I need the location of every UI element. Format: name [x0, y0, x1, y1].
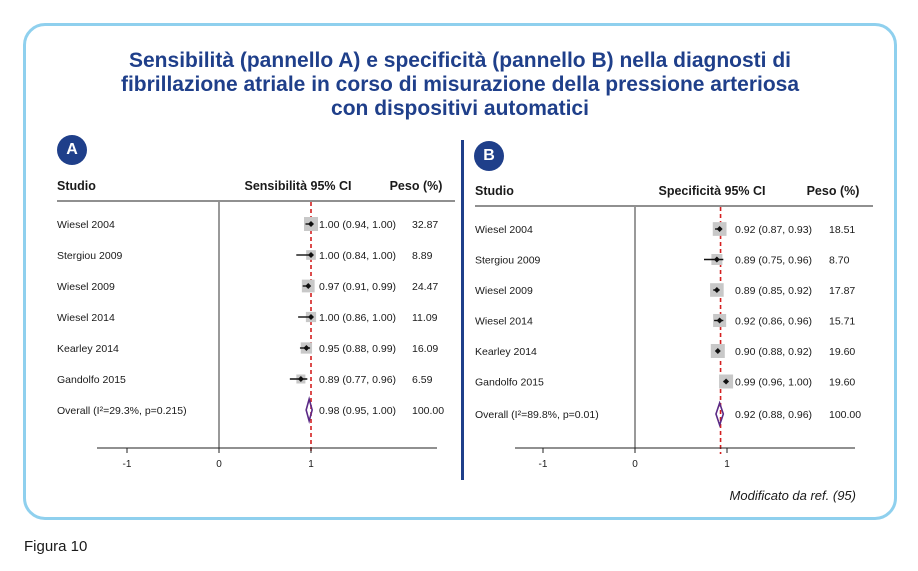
pa-weight-label: 32.87 — [412, 219, 438, 231]
pb-weight-label: 15.71 — [829, 316, 855, 328]
chart-title-line-3: con dispositivi automatici — [331, 97, 589, 120]
pa-header-weight: Peso (%) — [390, 179, 443, 193]
pa-header-study: Studio — [57, 179, 96, 193]
pa-study-name: Wiesel 2014 — [57, 312, 115, 324]
pb-point-estimate — [714, 348, 721, 354]
pb-study-name: Gandolfo 2015 — [475, 377, 544, 389]
source-note: Modificato da ref. (95) — [729, 488, 856, 503]
pb-ci-label: 0.89 (0.85, 0.92) — [735, 285, 812, 297]
pa-x-tick-label: -1 — [123, 459, 132, 470]
pa-weight-label: 6.59 — [412, 374, 433, 386]
pb-x-tick-label: 0 — [632, 459, 638, 470]
pb-weight-label: 19.60 — [829, 346, 855, 358]
pb-study-name: Kearley 2014 — [475, 346, 537, 358]
pb-header-estimate: Specificità 95% CI — [659, 184, 766, 198]
pb-ci-label: 0.92 (0.86, 0.96) — [735, 316, 812, 328]
pb-ci-label: 0.89 (0.75, 0.96) — [735, 255, 812, 267]
pa-study-name: Stergiou 2009 — [57, 250, 123, 262]
pb-overall-name: Overall (I²=89.8%, p=0.01) — [475, 409, 599, 421]
pb-study-name: Wiesel 2009 — [475, 285, 533, 297]
pa-point-estimate — [308, 221, 314, 227]
panel-a-badge: A — [57, 135, 87, 165]
pa-point-estimate — [303, 345, 310, 351]
pa-overall-weight-label: 100.00 — [412, 405, 444, 417]
pa-ci-label: 1.00 (0.84, 1.00) — [319, 250, 396, 262]
pa-x-tick-label: 0 — [216, 459, 222, 470]
pb-x-tick-label: -1 — [539, 459, 548, 470]
pa-ci-label: 0.89 (0.77, 0.96) — [319, 374, 396, 386]
pa-ci-label: 1.00 (0.94, 1.00) — [319, 219, 396, 231]
pb-overall-diamond — [715, 400, 725, 428]
pb-overall-weight-label: 100.00 — [829, 409, 861, 421]
panel-divider — [461, 140, 464, 480]
pa-weight-label: 8.89 — [412, 250, 433, 262]
pb-header-weight: Peso (%) — [807, 184, 860, 198]
pb-point-estimate — [716, 317, 723, 324]
pa-weight-label: 24.47 — [412, 281, 438, 293]
pa-overall-name: Overall (I²=29.3%, p=0.215) — [57, 405, 187, 417]
pa-point-estimate — [305, 283, 312, 289]
pb-weight-label: 19.60 — [829, 377, 855, 389]
pa-ci-label: 0.95 (0.88, 0.99) — [319, 343, 396, 355]
pb-point-estimate — [713, 287, 720, 293]
pa-point-estimate — [308, 314, 314, 320]
pa-header-estimate: Sensibilità 95% CI — [245, 179, 352, 193]
pa-study-name: Gandolfo 2015 — [57, 374, 126, 386]
figure-frame — [23, 23, 897, 520]
pb-x-tick-label: 1 — [724, 459, 730, 470]
figure-label: Figura 10 — [24, 538, 88, 555]
pb-study-name: Wiesel 2004 — [475, 224, 533, 236]
pa-study-name: Wiesel 2004 — [57, 219, 115, 231]
pb-study-name: Wiesel 2014 — [475, 316, 533, 328]
pb-ci-label: 0.92 (0.87, 0.93) — [735, 224, 812, 236]
pb-ci-label: 0.90 (0.88, 0.92) — [735, 346, 812, 358]
pb-header-study: Studio — [475, 184, 514, 198]
pb-weight-label: 17.87 — [829, 285, 855, 297]
pb-point-estimate — [723, 378, 730, 385]
pa-overall-ci-label: 0.98 (0.95, 1.00) — [319, 405, 396, 417]
pa-x-tick-label: 1 — [308, 459, 314, 470]
chart-title-line-1: Sensibilità (pannello A) e specificità (… — [129, 49, 791, 72]
pa-ci-label: 1.00 (0.86, 1.00) — [319, 312, 396, 324]
pa-ci-label: 0.97 (0.91, 0.99) — [319, 281, 396, 293]
pb-study-name: Stergiou 2009 — [475, 255, 541, 267]
pa-point-estimate — [308, 252, 314, 258]
pa-overall-diamond — [305, 395, 313, 425]
pa-weight-label: 16.09 — [412, 343, 438, 355]
pa-study-name: Kearley 2014 — [57, 343, 119, 355]
pa-point-estimate — [297, 376, 304, 382]
pb-ci-label: 0.99 (0.96, 1.00) — [735, 377, 812, 389]
pb-point-estimate — [713, 256, 720, 263]
pb-weight-label: 8.70 — [829, 255, 850, 267]
pa-weight-label: 11.09 — [412, 312, 438, 324]
pb-overall-ci-label: 0.92 (0.88, 0.96) — [735, 409, 812, 421]
pb-weight-label: 18.51 — [829, 224, 855, 236]
pb-point-estimate — [716, 226, 723, 232]
pa-study-name: Wiesel 2009 — [57, 281, 115, 293]
chart-title-line-2: fibrillazione atriale in corso di misura… — [120, 73, 800, 96]
panel-b-badge: B — [474, 141, 504, 171]
